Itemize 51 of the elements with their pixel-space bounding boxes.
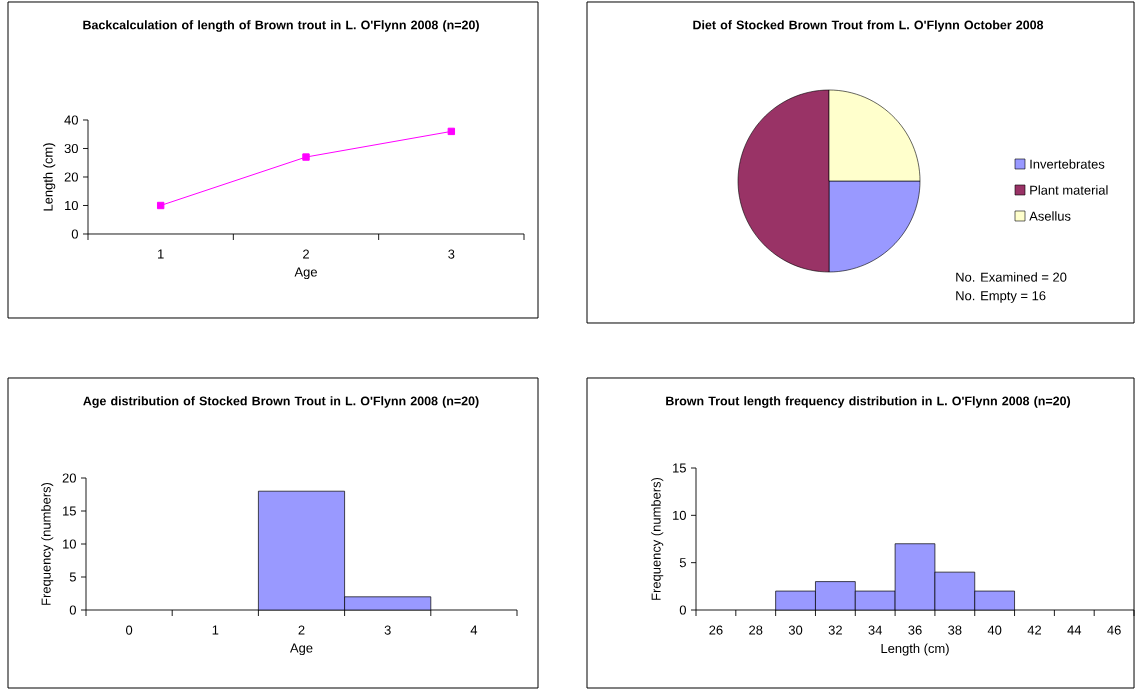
y-axis-title: Length (cm) [43, 143, 56, 211]
x-tick-label: 32 [828, 625, 842, 635]
chart-title: Brown Trout length frequency distribution in L. O'Flynn 2008 (n=20) [666, 396, 1071, 408]
chart-title: Diet of Stocked Brown Trout from L. O'Flynn October 2008 [693, 20, 1044, 32]
x-axis-title: Age [290, 643, 313, 656]
y-tick-label: 20 [62, 473, 76, 483]
y-tick-label: 0 [679, 605, 686, 615]
x-axis-title: Length (cm) [881, 643, 949, 656]
chart-title: Backcalculation of length of Brown trout in L. O'Flynn 2008 (n=20) [83, 20, 479, 32]
legend-label: Invertebrates [1030, 159, 1105, 169]
x-tick-label: 4 [470, 625, 478, 635]
x-tick-label: 42 [1027, 625, 1042, 635]
y-tick-label: 15 [673, 463, 686, 473]
x-tick-label: 26 [709, 625, 723, 635]
x-tick-label: 36 [908, 625, 922, 635]
x-tick-label: 34 [868, 625, 883, 635]
x-tick-label: 38 [948, 625, 962, 635]
y-tick-label: 20 [64, 172, 78, 182]
x-tick-label: 2 [303, 249, 309, 259]
text: No. Empty = 16 [956, 291, 1046, 303]
x-tick-label: 28 [749, 625, 763, 635]
x-tick-label: 30 [788, 625, 803, 635]
y-axis-title: Frequency (numbers) [41, 482, 54, 605]
legend-label: Plant material [1030, 185, 1108, 195]
x-tick-label: 44 [1067, 625, 1082, 635]
x-axis-title: Age [294, 267, 317, 280]
x-tick-label: 1 [212, 625, 219, 635]
y-tick-label: 15 [63, 506, 76, 516]
point [302, 153, 310, 161]
text: No. Examined = 20 [956, 272, 1067, 282]
y-tick-label: 0 [71, 229, 78, 239]
x-tick-label: 3 [448, 249, 455, 259]
legend-label: Asellus [1029, 211, 1071, 221]
y-tick-label: 10 [673, 510, 686, 520]
y-tick-label: 40 [64, 115, 78, 125]
y-tick-label: 30 [64, 143, 78, 154]
x-tick-label: 1 [158, 249, 164, 259]
point [156, 201, 165, 210]
y-tick-label: 5 [679, 558, 686, 568]
x-tick-label: 3 [384, 625, 391, 635]
x-tick-label: 40 [987, 625, 1002, 635]
y-tick-label: 5 [69, 572, 76, 582]
y-axis-title: Frequency (numbers) [651, 477, 664, 600]
point [447, 127, 456, 136]
x-tick-label: 2 [298, 625, 305, 635]
x-tick-label: 46 [1107, 625, 1121, 635]
x-tick-label: 0 [126, 625, 133, 635]
chart-title: Age distribution of Stocked Brown Trout in L. O'Flynn 2008 (n=20) [83, 396, 479, 408]
y-tick-label: 10 [63, 539, 76, 549]
y-tick-label: 10 [65, 200, 78, 211]
y-tick-label: 0 [69, 605, 76, 615]
